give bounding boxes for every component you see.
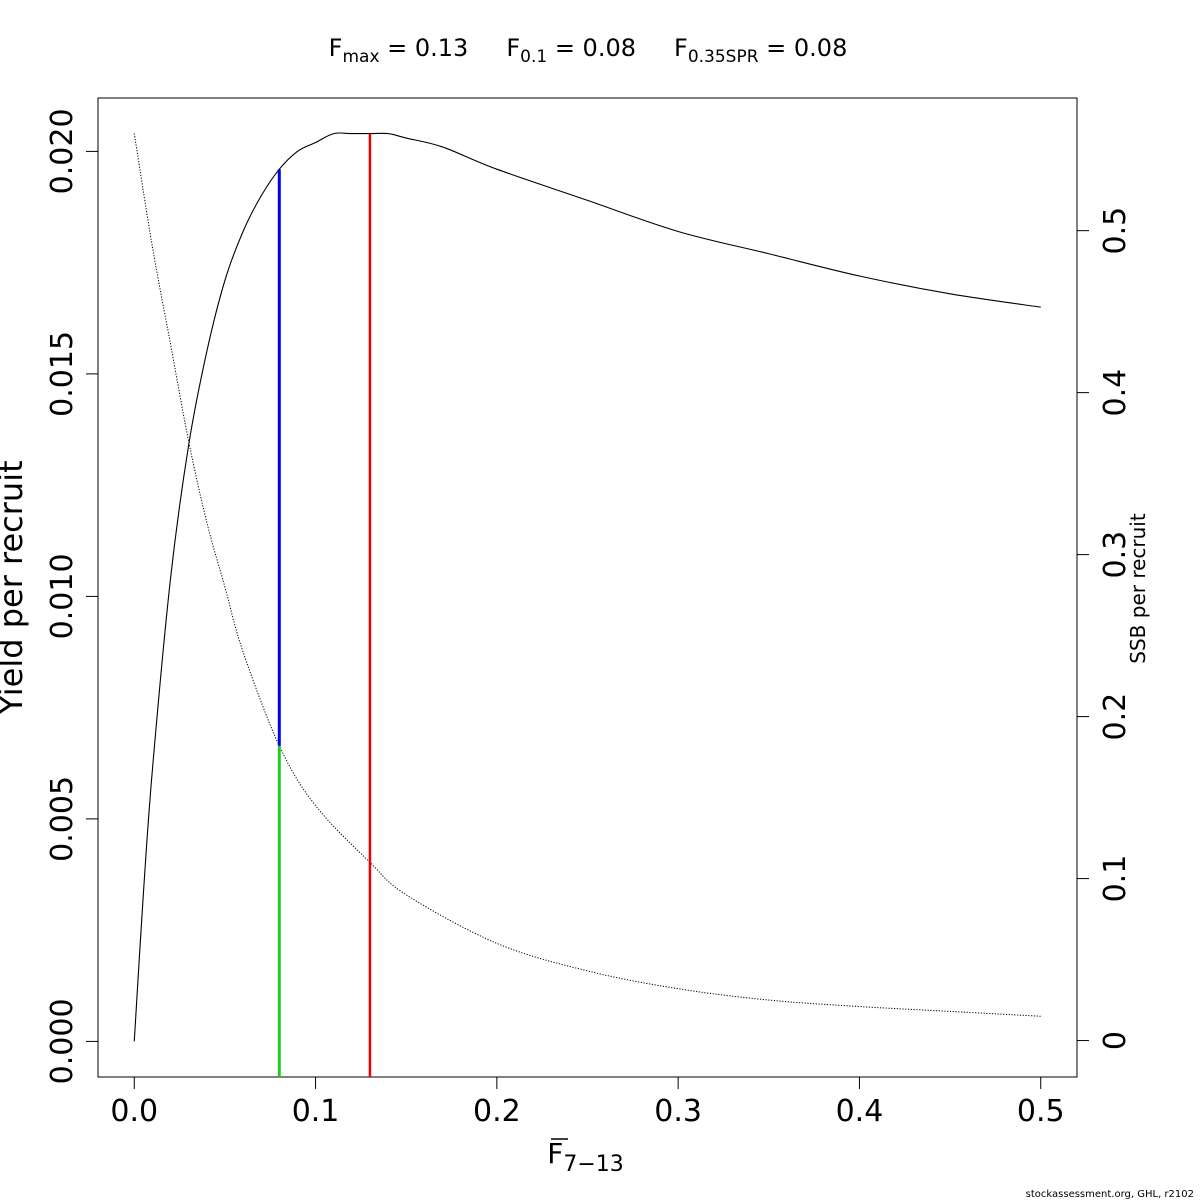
x-tick-label: 0.2 [473, 1094, 521, 1129]
y-left-tick-label: 0.010 [45, 553, 80, 639]
chart-header: Fmax = 0.13 F0.1 = 0.08 F0.35SPR = 0.08 [329, 34, 848, 67]
f01-label: F [506, 34, 520, 62]
f01-subscript: 0.1 [520, 47, 547, 67]
x-tick-label: 0.0 [110, 1094, 158, 1129]
x-axis-label: F7−13 [547, 1137, 624, 1177]
x-tick-label: 0.3 [654, 1094, 702, 1129]
axes: 0.0 0.1 0.2 0.3 0.4 0.5 0.000 0.005 0.010 0.015 0.… [45, 108, 1133, 1129]
y-right-tick-label: 0 [1098, 1031, 1133, 1050]
y-axis-left-label: Yield per recruit [0, 460, 30, 715]
fmax-subscript: max [342, 47, 379, 67]
x-axis-label-subscript: 7−13 [563, 1152, 623, 1177]
x-tick-label: 0.1 [292, 1094, 340, 1129]
y-left-tick-label: 0.005 [45, 776, 80, 862]
plot-frame [97, 97, 1078, 1078]
x-tick-label: 0.4 [836, 1094, 884, 1129]
y-right-tick-label: 0.2 [1098, 693, 1133, 741]
fmax-value: = 0.13 [380, 34, 469, 62]
y-axis-right-label: SSB per recruit [1126, 513, 1150, 664]
fspr-value: = 0.08 [759, 34, 848, 62]
fspr-subscript: 0.35SPR [688, 47, 759, 67]
y-right-tick-label: 0.1 [1098, 855, 1133, 903]
y-right-tick-label: 0.5 [1098, 207, 1133, 255]
reference-lines [277, 133, 372, 1077]
y-left-tick-label: 0.020 [45, 108, 80, 194]
fmax-label: F [329, 34, 343, 62]
f01-value: = 0.08 [547, 34, 636, 62]
y-left-tick-label: 0.000 [45, 998, 80, 1084]
y-right-tick-label: 0.3 [1098, 531, 1133, 579]
y-right-tick-label: 0.4 [1098, 369, 1133, 417]
yield-per-recruit-line [133, 132, 1041, 1042]
x-tick-label: 0.5 [1017, 1094, 1065, 1129]
ssb-per-recruit-line [133, 133, 1041, 1017]
footer-credit: stockassessment.org, GHL, r2102 [1026, 1189, 1194, 1200]
fspr-label: F [674, 34, 688, 62]
series-layer [133, 132, 1041, 1042]
x-axis-label-main: F [547, 1137, 563, 1170]
y-left-tick-label: 0.015 [45, 331, 80, 417]
